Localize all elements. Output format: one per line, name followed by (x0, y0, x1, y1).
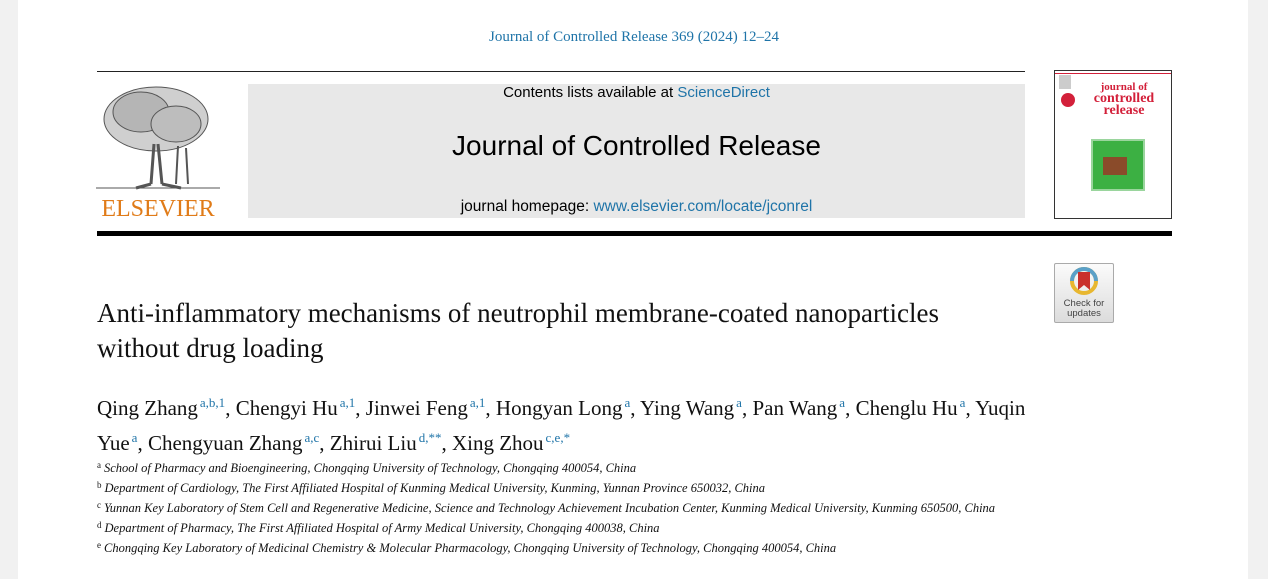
journal-title: Journal of Controlled Release (452, 130, 821, 161)
author-affiliation-marker[interactable]: a,1 (339, 395, 356, 410)
author-affiliation-marker[interactable]: d,** (418, 430, 442, 445)
header-bar (97, 231, 1172, 236)
check-updates-label: Check for (1063, 298, 1105, 309)
cover-title-line: journal of (1100, 81, 1148, 93)
affiliation-text: Chongqing Key Laboratory of Medicinal Ch… (104, 541, 837, 555)
homepage-label: journal homepage: (460, 198, 594, 215)
header-rule (97, 71, 1025, 72)
contents-label: Contents lists available at (503, 84, 678, 101)
homepage-link[interactable]: www.elsevier.com/locate/jconrel (593, 198, 813, 215)
affiliation: a School of Pharmacy and Bioengineering, … (97, 457, 1017, 477)
affiliation-text: Yunnan Key Laboratory of Stem Cell and R… (104, 501, 996, 515)
author[interactable]: Chenglu Hu a (855, 395, 966, 420)
author-affiliation-marker[interactable]: a (959, 395, 966, 410)
author-affiliation-marker[interactable]: a (131, 430, 138, 445)
author[interactable]: Qing Zhang a,b,1 (97, 395, 226, 420)
author-affiliation-marker[interactable]: a,1 (469, 395, 486, 410)
affiliation-text: School of Pharmacy and Bioengineering, C… (104, 461, 637, 475)
author-name: Chengyuan Zhang (147, 431, 303, 455)
author-affiliation-marker[interactable]: a (624, 395, 631, 410)
author[interactable]: Chengyuan Zhang a,c (147, 430, 320, 455)
affiliation-key: b (97, 480, 102, 490)
author[interactable]: Ying Wang a (640, 395, 742, 420)
author-name: Pan Wang (752, 396, 838, 420)
check-for-updates-button[interactable]: Check for updates (1054, 263, 1114, 323)
author-name: Hongyan Long (495, 396, 623, 420)
journal-cover-image[interactable]: journal of controlled release (1054, 70, 1172, 219)
affiliation-text: Department of Pharmacy, The First Affili… (104, 521, 660, 535)
cover-title-line: controlled (1093, 91, 1155, 106)
elsevier-logo: ELSEVIER (96, 84, 220, 222)
elsevier-wordmark: ELSEVIER (101, 196, 214, 220)
author-name: Qing Zhang (97, 396, 198, 420)
author-affiliation-marker[interactable]: a,c (304, 430, 320, 445)
affiliation: b Department of Cardiology, The First Aff… (97, 477, 1017, 497)
sciencedirect-link[interactable]: ScienceDirect (677, 84, 770, 101)
author[interactable]: Hongyan Long a (495, 395, 631, 420)
author-name: Zhirui Liu (329, 431, 417, 455)
check-updates-label: updates (1067, 308, 1101, 319)
author[interactable]: Xing Zhou c,e,* (451, 430, 571, 455)
affiliation-key: c (97, 500, 101, 510)
affiliation: c Yunnan Key Laboratory of Stem Cell and … (97, 497, 1017, 517)
author-affiliation-marker[interactable]: a,b,1 (199, 395, 226, 410)
cover-title-line: release (1103, 103, 1145, 118)
journal-citation-link[interactable]: Journal of Controlled Release 369 (2024)… (489, 29, 779, 45)
affiliation-key: e (97, 540, 101, 550)
author-affiliation-marker[interactable]: a (839, 395, 846, 410)
affiliation-key: d (97, 520, 102, 530)
author[interactable]: Jinwei Feng a,1 (365, 395, 486, 420)
affiliation-text: Department of Cardiology, The First Affi… (104, 481, 766, 495)
author-name: Chengyi Hu (235, 396, 338, 420)
article-title: Anti-inflammatory mechanisms of neutroph… (97, 298, 939, 363)
author-name: Ying Wang (640, 396, 735, 420)
affiliation-key: a (97, 460, 101, 470)
author[interactable]: Zhirui Liu d,** (329, 430, 442, 455)
author-affiliation-marker[interactable]: c,e,* (545, 430, 571, 445)
bookmark-icon (1070, 267, 1098, 295)
journal-banner: Contents lists available at ScienceDirec… (248, 84, 1025, 218)
author-affiliation-marker[interactable]: a (736, 395, 742, 410)
author[interactable]: Chengyi Hu a,1 (235, 395, 356, 420)
affiliation-list: a School of Pharmacy and Bioengineering, … (97, 457, 1017, 557)
author[interactable]: Pan Wang a (752, 395, 846, 420)
author-name: Jinwei Feng (365, 396, 468, 420)
author-name: Xing Zhou (451, 431, 544, 455)
affiliation: e Chongqing Key Laboratory of Medicinal C… (97, 537, 1017, 557)
affiliation: d Department of Pharmacy, The First Affil… (97, 517, 1017, 537)
author[interactable]: Yuqin Yue a (97, 396, 1025, 455)
author-name: Chenglu Hu (855, 396, 958, 420)
author-name: Yuqin Yue (97, 396, 1026, 455)
author-list: Qing Zhang a,b,1, Chengyi Hu a,1, Jinwei F… (97, 395, 1026, 455)
